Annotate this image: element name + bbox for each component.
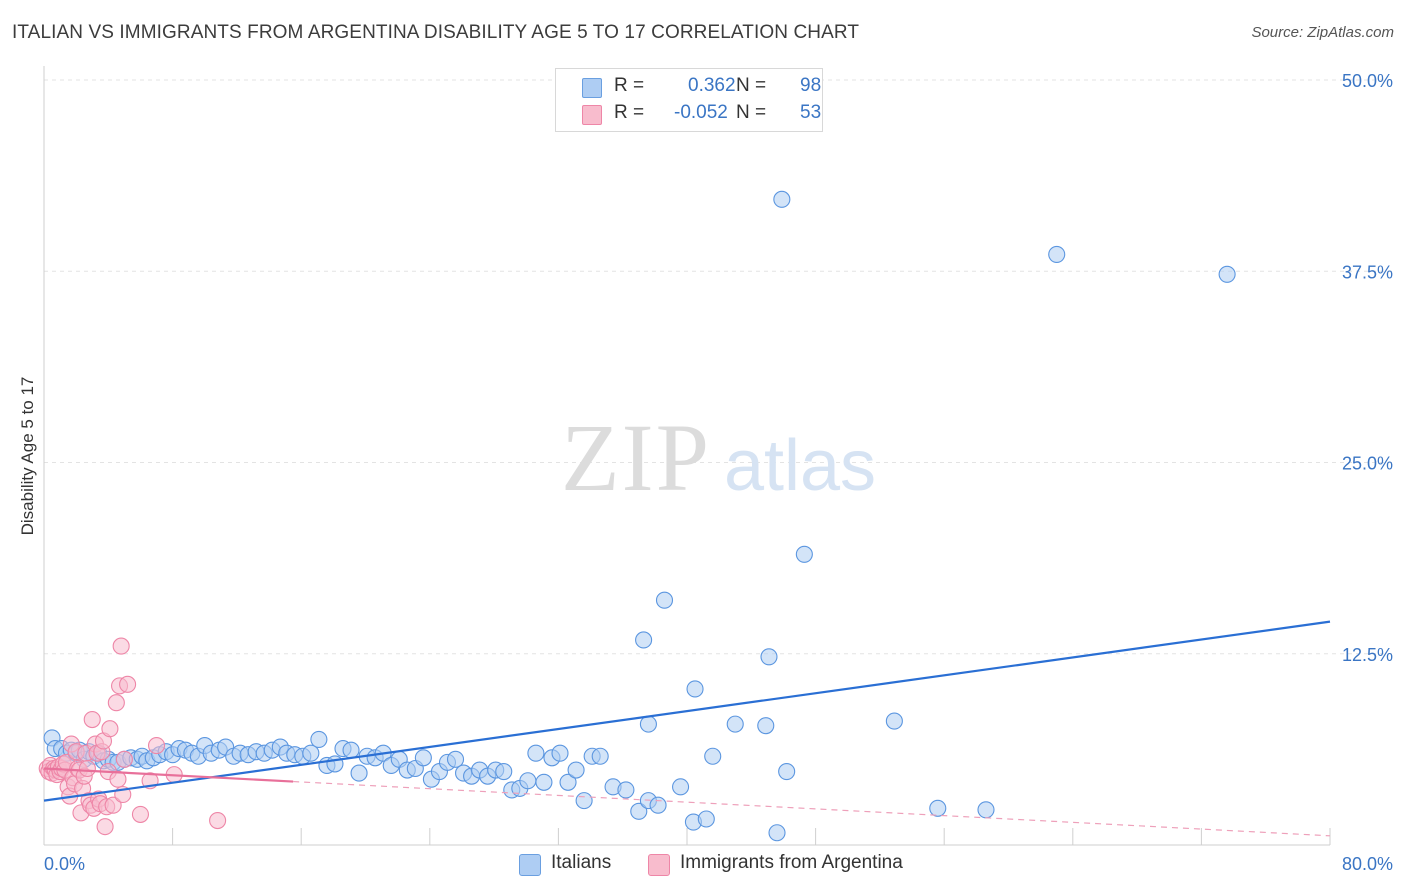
legend-n-label: N = [736, 102, 767, 123]
italians-point-69 [519, 772, 537, 790]
argentina-point-42 [109, 770, 127, 788]
italians-point-88 [768, 824, 786, 842]
italians-point-42 [302, 744, 320, 762]
y-tick-label-2: 37.5% [1342, 262, 1393, 282]
argentina-point-50 [147, 736, 166, 755]
italians-point-56 [414, 749, 432, 767]
legend-label-argentina: Immigrants from Argentina [680, 852, 903, 873]
italians-point-96 [635, 631, 653, 649]
italians-point-95 [795, 545, 813, 563]
italians-point-100 [1218, 265, 1236, 283]
watermark-atlas: atlas [724, 426, 876, 506]
italians-point-74 [559, 773, 577, 791]
correlation-legend: R = 0.362 N = 98 R = -0.052 N = 53 [555, 68, 823, 132]
italians-trend-line [43, 620, 1331, 802]
series-legend: Italians Immigrants from Argentina [0, 852, 1406, 878]
legend-n-label: N = [736, 75, 767, 96]
argentina-point-36 [96, 818, 114, 836]
italians-point-92 [757, 717, 775, 735]
italians-point-80 [617, 781, 635, 799]
italians-point-98 [773, 190, 791, 208]
legend-r-value: 0.362 [688, 75, 736, 96]
italians-point-60 [446, 750, 465, 768]
italians-point-70 [527, 744, 545, 762]
tick-labels: 12.5% 25.0% 37.5% 50.0% 0.0% 80.0% [44, 71, 1393, 874]
italians-point-71 [535, 773, 553, 791]
italians-point-90 [760, 648, 778, 666]
x-tick-label-min: 0.0% [44, 854, 85, 874]
argentina-point-41 [107, 694, 125, 712]
grid-lines [44, 79, 1392, 655]
italians-point-75 [567, 761, 585, 779]
italians-point-73 [551, 744, 569, 762]
italians-point-81 [630, 802, 648, 820]
argentina-point-46 [115, 750, 133, 768]
italians-point-103 [977, 801, 995, 819]
legend-r-label: R = [614, 102, 645, 123]
italians-point-78 [591, 747, 609, 765]
argentina-point-25 [78, 759, 96, 778]
x-tick-label-max: 80.0% [1342, 854, 1393, 874]
italians-point-102 [929, 799, 947, 817]
y-tick-label-3: 50.0% [1342, 71, 1393, 91]
italians-point-48 [350, 764, 368, 782]
trend-lines [43, 620, 1331, 837]
italians-point-93 [639, 715, 657, 733]
italians-point-101 [885, 712, 903, 730]
chart-title: ITALIAN VS IMMIGRANTS FROM ARGENTINA DIS… [12, 22, 860, 43]
argentina-point-40 [104, 796, 122, 814]
argentina-trend-line-solid [43, 767, 294, 783]
italians-point-99 [1048, 245, 1066, 263]
legend-r-value: -0.052 [674, 102, 728, 123]
axes [43, 66, 1331, 846]
argentina-points [38, 637, 227, 836]
argentina-point-47 [119, 675, 137, 693]
legend-n-value: 53 [800, 102, 822, 123]
legend-swatch-italians [582, 78, 602, 98]
italians-point-89 [726, 715, 744, 733]
argentina-point-28 [83, 710, 101, 729]
argentina-point-52 [209, 811, 227, 830]
y-tick-label-0: 12.5% [1342, 645, 1393, 665]
legend-swatch-argentina [582, 105, 602, 125]
argentina-point-48 [131, 805, 149, 823]
legend-swatch-argentina [648, 854, 670, 876]
italians-points [43, 190, 1236, 842]
italians-point-97 [655, 591, 674, 609]
argentina-trend-line-dashed [293, 780, 1331, 837]
legend-swatch-italians [519, 854, 541, 876]
source-label: Source: ZipAtlas.com [1251, 24, 1394, 41]
italians-point-76 [575, 792, 593, 810]
argentina-point-44 [112, 637, 130, 655]
italians-point-86 [697, 810, 715, 828]
watermark-zip: ZIP [561, 404, 711, 511]
italians-point-66 [495, 763, 513, 781]
legend-r-label: R = [614, 75, 645, 96]
legend-label-italians: Italians [551, 852, 612, 873]
italians-point-47 [342, 741, 360, 759]
y-tick-label-1: 25.0% [1342, 454, 1393, 474]
italians-point-87 [704, 747, 722, 765]
italians-point-91 [686, 680, 704, 698]
italians-point-94 [778, 763, 796, 781]
italians-point-84 [672, 778, 690, 796]
argentina-point-39 [101, 720, 119, 738]
italians-point-43 [310, 730, 328, 748]
italians-point-83 [649, 796, 667, 814]
legend-n-value: 98 [800, 75, 822, 96]
